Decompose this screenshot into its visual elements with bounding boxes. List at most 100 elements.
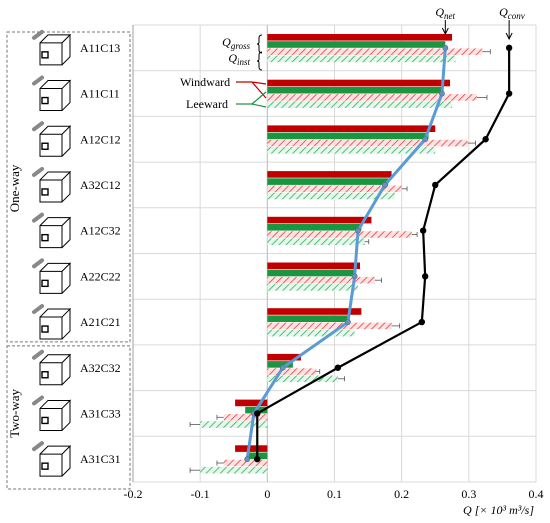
- leeward-connector: [236, 91, 267, 108]
- q-conv-point: [482, 136, 489, 143]
- windward-connector: [236, 81, 267, 99]
- windward-label: Windward: [180, 75, 230, 89]
- cube-outline: [39, 216, 72, 249]
- bar: [267, 34, 453, 41]
- building-icon: [32, 304, 72, 340]
- wind-arrow-icon: [32, 75, 44, 86]
- bar: [267, 185, 402, 193]
- q-net-point: [381, 182, 388, 188]
- bar: [267, 216, 372, 224]
- wind-arrow-icon: [32, 121, 44, 132]
- bar: [267, 262, 361, 270]
- wind-arrow-icon: [32, 395, 44, 406]
- bar: [200, 466, 268, 474]
- building-icon: [32, 75, 72, 112]
- category-label: A32C12: [80, 178, 121, 192]
- wind-arrow-icon: [32, 212, 44, 223]
- bar: [267, 55, 456, 63]
- q-conv-label-main: Q: [499, 5, 508, 19]
- bar: [267, 284, 359, 291]
- line-q-net: [245, 47, 447, 460]
- q-gross-label-sub: gross: [231, 41, 251, 51]
- bar: [223, 459, 268, 467]
- cube-outline: [39, 170, 72, 203]
- category-label: A12C12: [80, 132, 121, 146]
- building-icon: [32, 441, 72, 477]
- bar: [267, 224, 362, 231]
- bar: [267, 139, 468, 147]
- q-conv-point: [418, 318, 426, 326]
- bar: [267, 308, 362, 315]
- q-inst-label-sub: inst: [237, 57, 251, 67]
- bars: [189, 34, 491, 474]
- cube-outline: [39, 125, 72, 157]
- inst-brace: [256, 51, 263, 71]
- q-net-arrow: [441, 20, 449, 36]
- building-icon: [32, 166, 72, 203]
- bar: [267, 132, 429, 140]
- bar: [267, 171, 392, 178]
- cube-outline: [39, 33, 72, 66]
- bar: [267, 361, 293, 368]
- category-label: A12C32: [80, 224, 121, 238]
- x-tick-label: -0.1: [191, 487, 210, 501]
- window-opening: [41, 188, 49, 196]
- building-icon: [32, 395, 72, 431]
- wind-arrow-icon: [32, 29, 44, 40]
- wind-arrow-icon: [32, 166, 44, 177]
- q-net-point: [442, 44, 449, 51]
- q-inst-label: Qinst: [228, 51, 250, 67]
- category-label: A22C22: [80, 269, 121, 283]
- bar: [267, 353, 301, 361]
- bar: [267, 86, 444, 94]
- category-label: A11C11: [80, 87, 120, 101]
- bar: [235, 399, 268, 407]
- q-inst-label-main: Q: [228, 51, 237, 65]
- window-opening: [41, 142, 49, 150]
- bar: [267, 231, 412, 238]
- x-tick-label: -0.2: [124, 487, 143, 501]
- window-opening: [41, 416, 49, 425]
- series-lines: [244, 44, 513, 463]
- bar: [223, 414, 268, 421]
- x-axis-title: Q [× 10³ m³/s]: [463, 503, 534, 517]
- window-opening: [41, 51, 49, 59]
- bar: [267, 41, 446, 48]
- group-label-two-way: Two-way: [7, 389, 22, 438]
- bar: [267, 147, 436, 154]
- q-net-point: [355, 227, 361, 234]
- bar: [267, 178, 389, 185]
- building-icon: [32, 212, 72, 249]
- q-conv-arrow: [505, 20, 513, 41]
- q-conv-point: [334, 364, 342, 371]
- wind-arrow-icon: [32, 304, 44, 315]
- bar: [267, 48, 483, 55]
- q-conv-point: [505, 44, 513, 52]
- q-net-point: [439, 90, 445, 97]
- bar: [267, 269, 355, 277]
- wind-arrow-icon: [32, 349, 44, 360]
- category-label: A11C13: [80, 41, 120, 55]
- q-net-label: Qnet: [435, 5, 455, 21]
- q-conv-point: [254, 410, 261, 417]
- bar: [267, 315, 348, 322]
- group-box-one-way: [6, 31, 131, 343]
- x-tick-label: 0.4: [529, 487, 544, 501]
- category-label: A31C31: [80, 452, 121, 466]
- window-opening: [41, 279, 49, 288]
- bar: [200, 421, 268, 428]
- category-label: A31C33: [80, 406, 121, 420]
- line-q-conv: [256, 47, 511, 460]
- grid: [132, 24, 537, 483]
- bar: [235, 445, 268, 452]
- x-tick-label: 0.2: [394, 487, 409, 501]
- cube-outline: [39, 307, 72, 340]
- x-tick-label: 0.1: [327, 487, 342, 501]
- q-net-point: [279, 364, 286, 371]
- window-opening: [41, 96, 49, 105]
- window-opening: [41, 371, 49, 379]
- bar: [267, 238, 365, 245]
- x-axis: -0.2 -0.1 0 0.1 0.2 0.3 0.4 Q [× 10³ m³/s]: [124, 487, 544, 517]
- q-conv-point: [254, 455, 261, 463]
- bar: [267, 125, 436, 132]
